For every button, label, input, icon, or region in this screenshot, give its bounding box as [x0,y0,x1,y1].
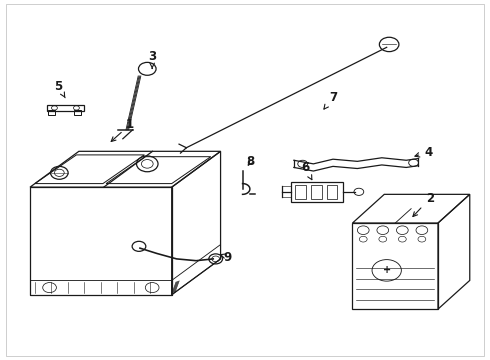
Text: 5: 5 [54,80,65,98]
Text: 2: 2 [413,192,434,216]
Bar [295,185,306,199]
Bar [47,105,84,111]
Text: 9: 9 [220,251,232,264]
Text: 3: 3 [148,50,156,68]
Bar [74,111,81,116]
Text: 7: 7 [324,91,337,109]
Bar [311,185,322,199]
Bar [30,280,172,295]
Bar [292,182,343,202]
Text: 8: 8 [247,155,255,168]
Bar [327,185,337,199]
Text: 4: 4 [415,145,432,158]
Bar [48,111,55,116]
Text: +: + [383,265,391,275]
Text: 1: 1 [111,118,134,141]
Text: 6: 6 [301,161,312,180]
